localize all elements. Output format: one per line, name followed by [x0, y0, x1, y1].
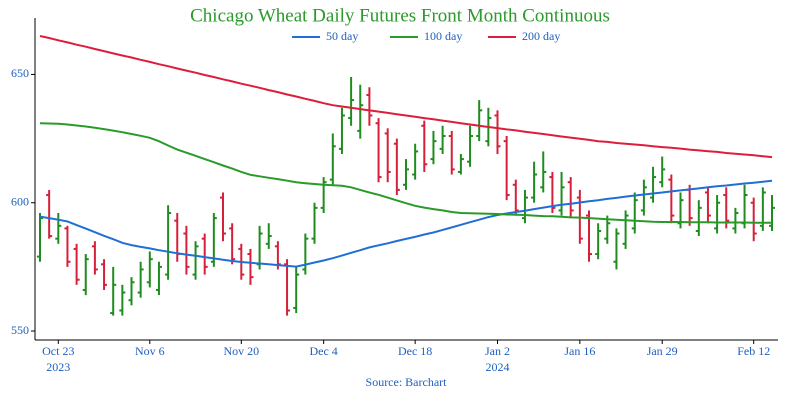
- legend-label: 50 day: [326, 29, 358, 43]
- x-tick-label: Dec 4: [309, 344, 337, 358]
- x-tick-label: Oct 23: [42, 344, 74, 358]
- moving-average-line: [39, 179, 773, 268]
- legend-label: 200 day: [522, 29, 560, 43]
- x-tick-label: Nov 20: [223, 344, 259, 358]
- x-tick-label: Jan 16: [564, 344, 595, 358]
- y-tick-label: 650: [11, 66, 29, 80]
- y-tick-label: 600: [11, 194, 29, 208]
- x-tick-label: Jan 29: [647, 344, 678, 358]
- x-tick-label: Dec 18: [398, 344, 432, 358]
- chart-title: Chicago Wheat Daily Futures Front Month …: [190, 5, 610, 26]
- x-year-label: 2024: [486, 360, 510, 374]
- x-tick-label: Feb 12: [737, 344, 770, 358]
- x-tick-label: Nov 6: [135, 344, 165, 358]
- moving-average-line: [39, 122, 772, 224]
- moving-average-line: [39, 35, 773, 159]
- x-year-label: 2023: [46, 360, 70, 374]
- source-note: Source: Barchart: [366, 375, 448, 389]
- y-tick-label: 550: [11, 323, 29, 337]
- x-tick-label: Jan 2: [485, 344, 510, 358]
- legend-label: 100 day: [424, 29, 462, 43]
